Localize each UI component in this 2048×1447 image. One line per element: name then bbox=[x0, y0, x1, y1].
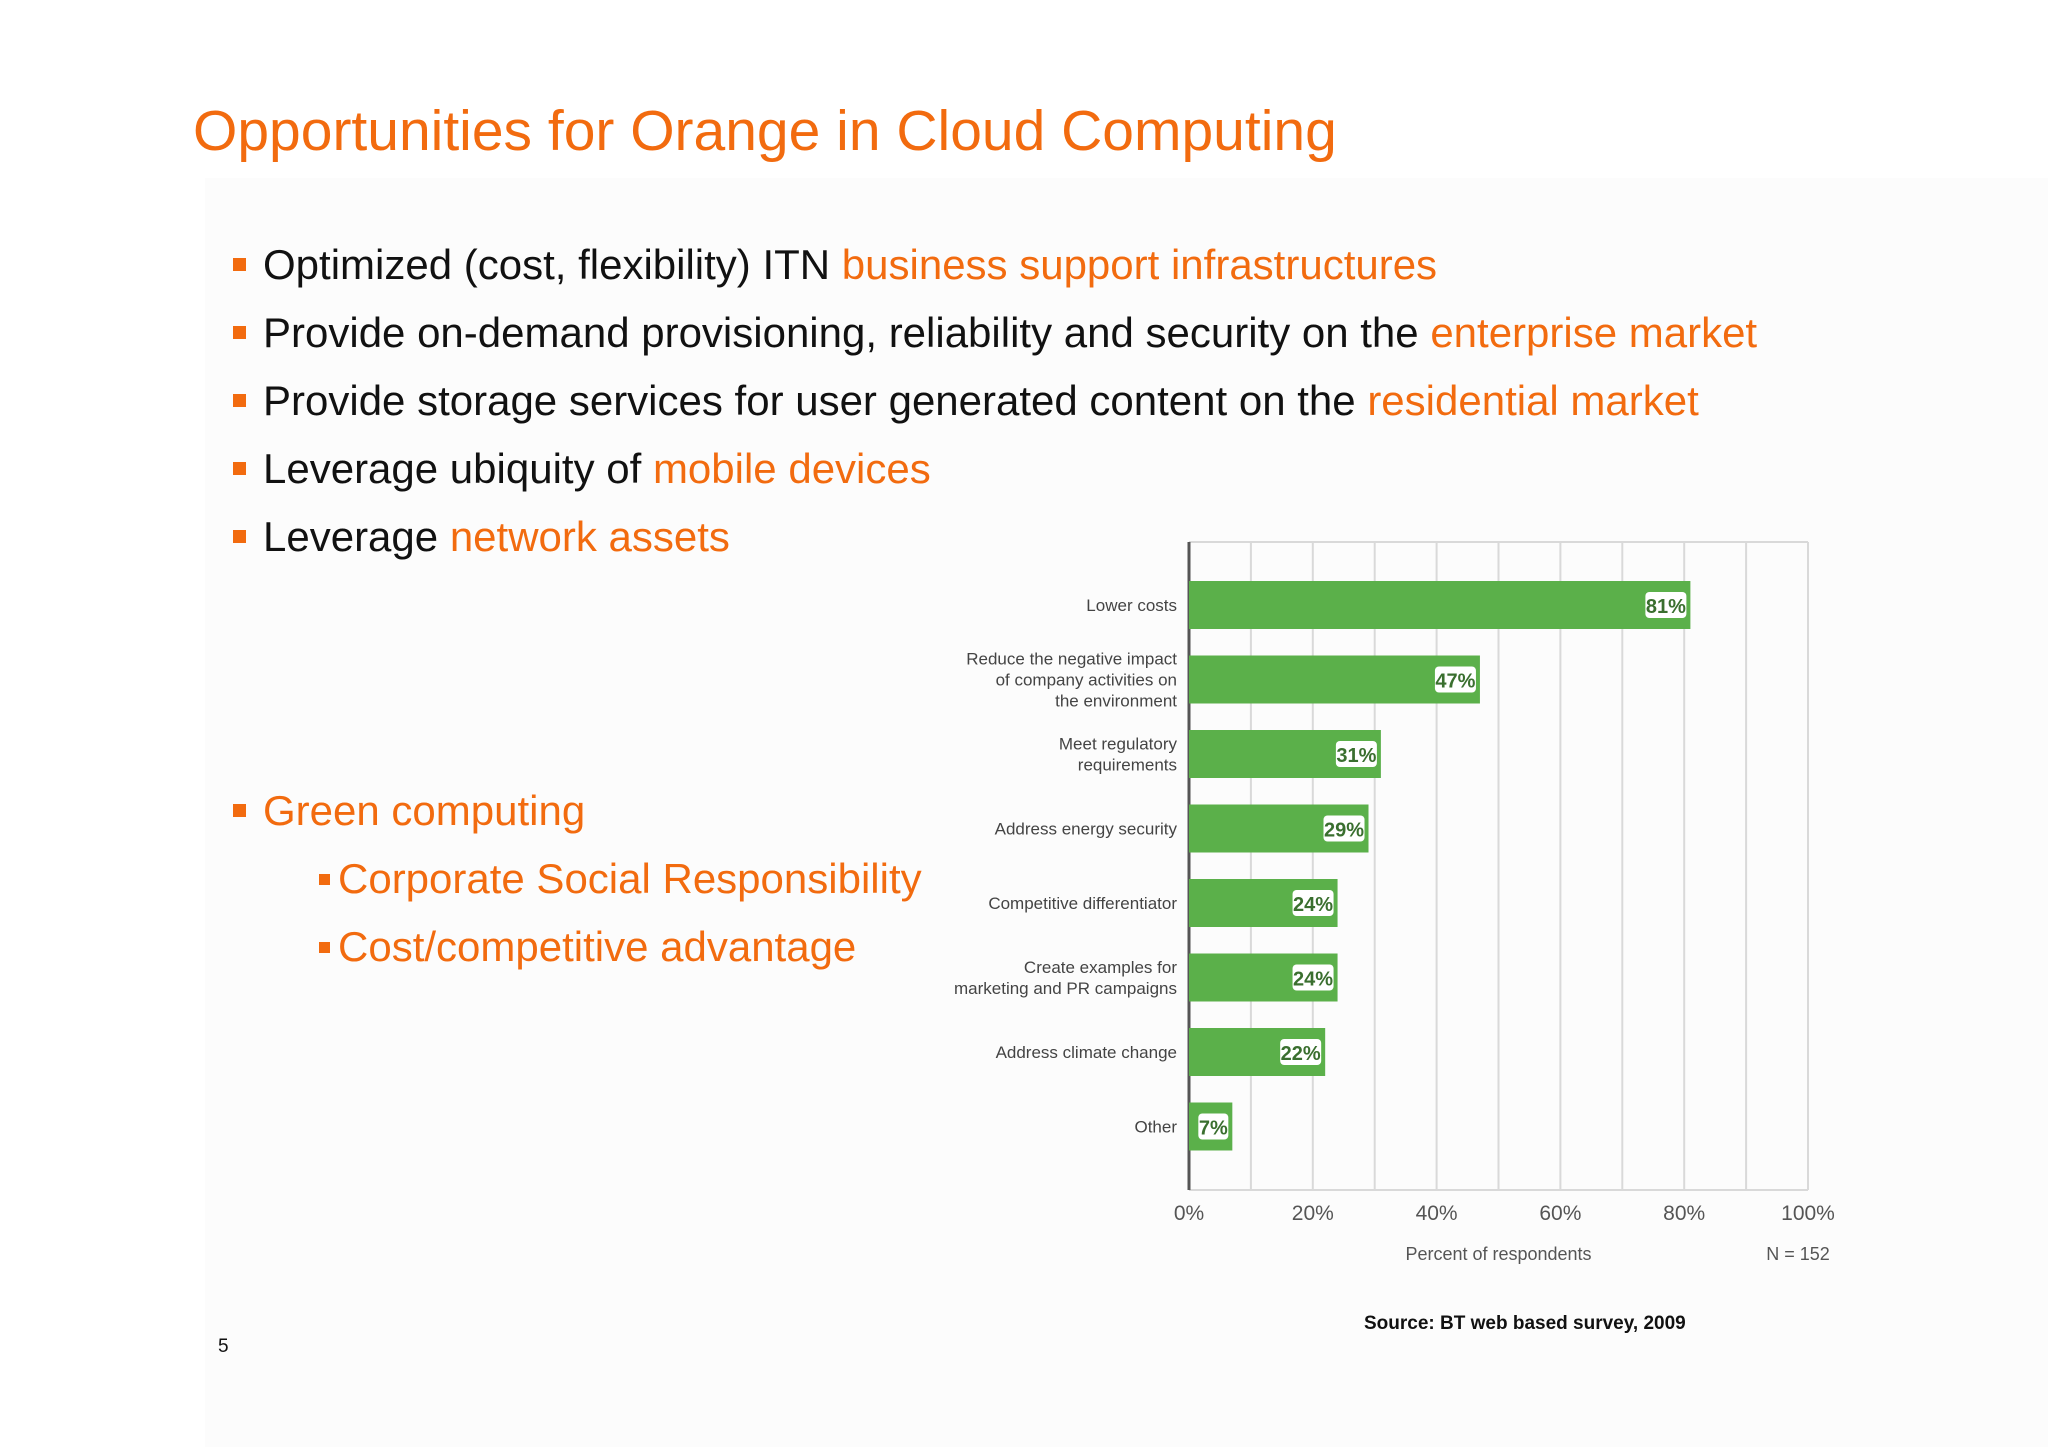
bullet-square-icon bbox=[233, 462, 246, 475]
chart-value-label: 24% bbox=[1293, 969, 1333, 991]
chart-value-label-bg bbox=[1645, 592, 1687, 618]
chart-value-label: 7% bbox=[1199, 1118, 1228, 1140]
chart-value-label: 29% bbox=[1324, 820, 1364, 842]
chart-x-tick-label: 80% bbox=[1663, 1202, 1705, 1225]
bullet-item: Provide on-demand provisioning, reliabil… bbox=[230, 306, 1757, 374]
chart-category-label: Address climate change bbox=[996, 1043, 1177, 1062]
chart-bar bbox=[1189, 655, 1480, 704]
chart-value-label-bg bbox=[1335, 741, 1377, 767]
chart-x-tick-label: 100% bbox=[1781, 1202, 1835, 1225]
chart-value-label: 22% bbox=[1281, 1043, 1321, 1065]
bullet-text: Leverage bbox=[263, 513, 450, 560]
chart-x-tick-label: 60% bbox=[1539, 1202, 1581, 1225]
bullet-item: Leverage ubiquity of mobile devices bbox=[230, 442, 1757, 510]
chart-value-label-bg bbox=[1292, 890, 1334, 916]
chart-category-label: Lower costs bbox=[1086, 596, 1177, 615]
chart-category-label: of company activities on bbox=[996, 671, 1177, 690]
bullet-square-icon bbox=[233, 394, 246, 407]
bullet-item: Provide storage services for user genera… bbox=[230, 374, 1757, 442]
chart-value-label: 47% bbox=[1435, 671, 1475, 693]
opportunity-bullet-list: Optimized (cost, flexibility) ITN busine… bbox=[230, 238, 1757, 578]
green-computing-list: Green computing Corporate Social Respons… bbox=[230, 784, 922, 988]
chart-value-label-bg bbox=[1198, 1113, 1229, 1140]
chart-category-label: Reduce the negative impact bbox=[966, 650, 1177, 669]
chart-value-label: 81% bbox=[1646, 596, 1686, 618]
green-computing-item: Corporate Social Responsibility bbox=[230, 852, 922, 920]
chart-x-tick-label: 20% bbox=[1292, 1202, 1334, 1225]
survey-bar-chart: Lower costs 81% Reduce the negative impact… bbox=[954, 541, 1835, 1264]
bullet-highlight: enterprise market bbox=[1430, 309, 1758, 356]
page-number: 5 bbox=[218, 1336, 229, 1357]
bullet-highlight: business support infrastructures bbox=[841, 241, 1438, 288]
chart-category-label: the environment bbox=[1055, 692, 1177, 711]
green-computing-heading-text: Green computing bbox=[263, 787, 586, 834]
green-computing-heading: Green computing bbox=[230, 784, 922, 852]
bullet-item: Optimized (cost, flexibility) ITN busine… bbox=[230, 238, 1757, 306]
chart-value-label: 24% bbox=[1293, 894, 1333, 916]
bullet-highlight: mobile devices bbox=[652, 445, 931, 492]
chart-sample-size-note: N = 152 bbox=[1766, 1244, 1830, 1264]
chart-x-tick-label: 0% bbox=[1174, 1202, 1204, 1225]
source-note: Source: BT web based survey, 2009 bbox=[1364, 1313, 1686, 1334]
chart-category-label: Meet regulatory bbox=[1059, 735, 1178, 754]
chart-category-label: Address energy security bbox=[995, 820, 1178, 839]
chart-x-axis-title: Percent of respondents bbox=[1405, 1244, 1591, 1264]
chart-value-label-bg bbox=[1434, 666, 1476, 693]
bullet-highlight: residential market bbox=[1367, 377, 1699, 424]
chart-category-label: marketing and PR campaigns bbox=[954, 979, 1177, 998]
bullet-highlight: network assets bbox=[449, 513, 730, 560]
bullet-square-icon bbox=[233, 530, 246, 543]
slide-title: Opportunities for Orange in Cloud Comput… bbox=[193, 99, 1337, 163]
bullet-text: Provide on-demand provisioning, reliabil… bbox=[263, 309, 1431, 356]
chart-category-label: requirements bbox=[1078, 756, 1177, 775]
bullet-text: Optimized (cost, flexibility) ITN bbox=[263, 241, 842, 288]
chart-x-tick-label: 40% bbox=[1416, 1202, 1458, 1225]
chart-value-label-bg bbox=[1280, 1039, 1322, 1065]
bullet-square-icon bbox=[233, 326, 246, 339]
chart-bar bbox=[1189, 581, 1691, 629]
bullet-square-icon bbox=[319, 874, 330, 885]
chart-value-label-bg bbox=[1323, 815, 1365, 842]
green-computing-item-text: Corporate Social Responsibility bbox=[338, 855, 922, 902]
bullet-square-icon bbox=[319, 942, 330, 953]
chart-value-label: 31% bbox=[1336, 745, 1376, 767]
chart-value-label-bg bbox=[1292, 964, 1334, 991]
bullet-square-icon bbox=[233, 258, 246, 271]
bullet-item: Leverage network assets bbox=[230, 510, 1757, 578]
bullet-square-icon bbox=[233, 804, 246, 817]
slide-background bbox=[205, 178, 2048, 1447]
chart-category-label: Other bbox=[1134, 1118, 1177, 1137]
chart-category-label: Competitive differentiator bbox=[988, 894, 1177, 913]
green-computing-item: Cost/competitive advantage bbox=[230, 920, 922, 988]
chart-category-label: Create examples for bbox=[1024, 958, 1177, 977]
bullet-text: Leverage ubiquity of bbox=[263, 445, 653, 492]
green-computing-item-text: Cost/competitive advantage bbox=[338, 923, 857, 970]
bullet-text: Provide storage services for user genera… bbox=[263, 377, 1368, 424]
